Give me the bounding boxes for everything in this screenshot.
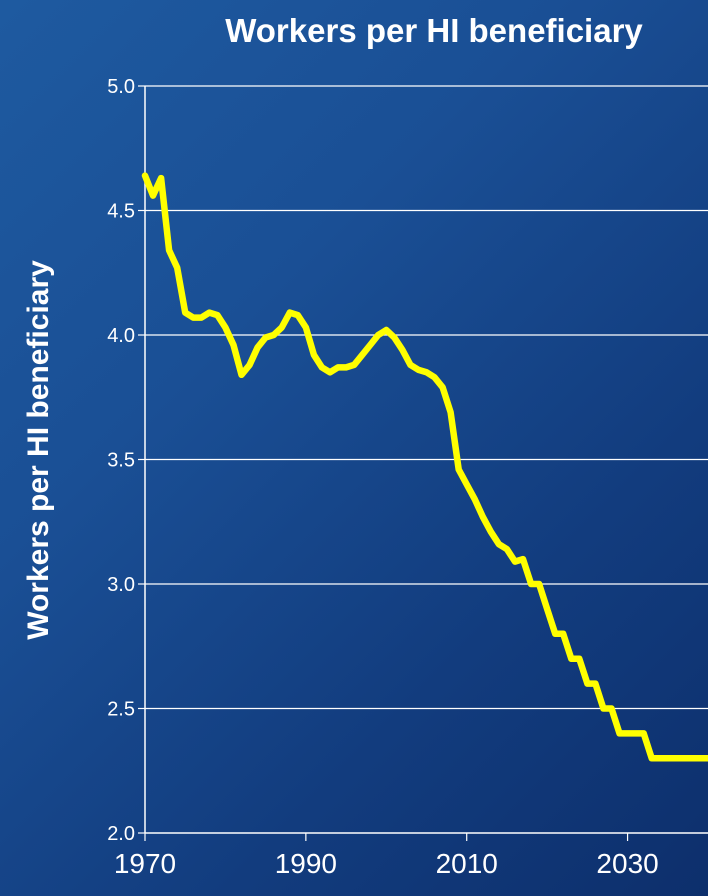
- gridlines: [145, 85, 708, 710]
- y-tick-label: 2.0: [107, 823, 135, 845]
- y-axis-label: Workers per HI beneficiary: [22, 260, 55, 640]
- x-axis-ticks: 1970 1990 2010 2030: [114, 848, 659, 879]
- x-tick-label: 1970: [114, 848, 176, 879]
- y-tick-label: 3.0: [107, 574, 135, 596]
- y-tick-label: 5.0: [107, 76, 135, 98]
- x-tick-label: 2010: [436, 848, 498, 879]
- x-tick-label: 2030: [596, 848, 658, 879]
- series-group: [141, 172, 708, 762]
- y-tick-label: 3.5: [107, 450, 135, 472]
- y-tick-label: 2.5: [107, 699, 135, 721]
- y-axis-ticks: 2.0 2.5 3.0 3.5 4.0 4.5 5.0: [107, 76, 135, 845]
- chart-title: Workers per HI beneficiary: [225, 12, 643, 49]
- y-tick-label: 4.5: [107, 201, 135, 223]
- y-tick-label: 4.0: [107, 325, 135, 347]
- x-tick-label: 1990: [275, 848, 337, 879]
- axes: [138, 85, 708, 841]
- series-line-0: [141, 172, 708, 762]
